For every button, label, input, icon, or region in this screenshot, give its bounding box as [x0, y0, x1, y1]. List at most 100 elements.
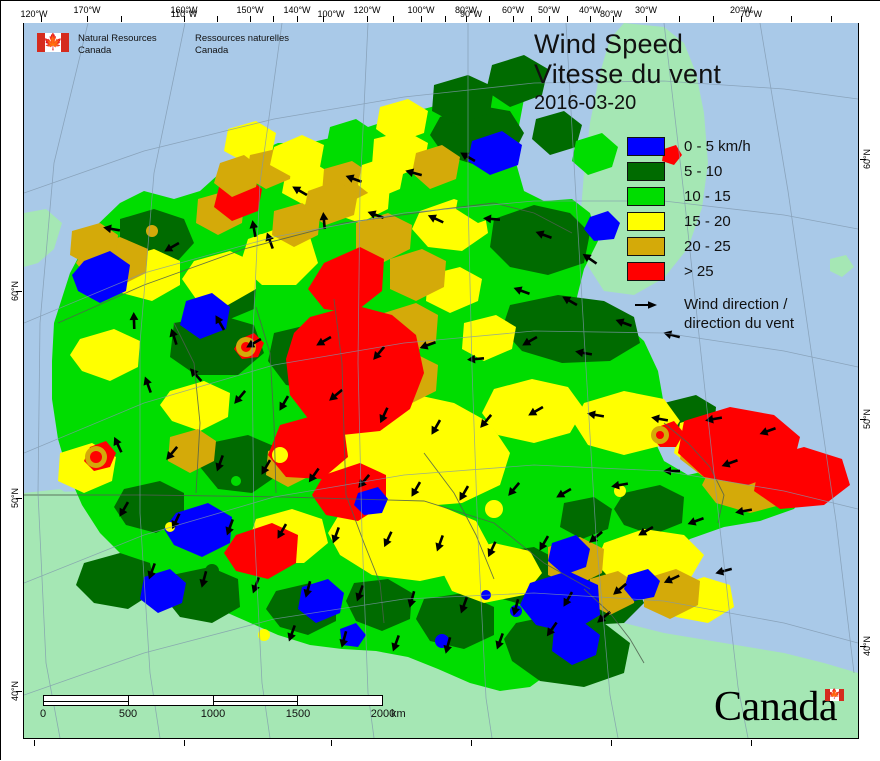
- map-title-block: Wind Speed Vitesse du vent 2016-03-20: [534, 29, 721, 116]
- wind-arrow-69: [663, 574, 680, 584]
- axis-top-tick-4: [367, 16, 368, 22]
- legend-swatch-1: [627, 162, 665, 181]
- axis-top-minor-tick-5: [393, 16, 394, 22]
- legend-label-5: > 25: [684, 263, 714, 280]
- wind-arrow-24: [329, 388, 343, 401]
- wind-arrow-62: [303, 580, 312, 598]
- axis-bottom-label-1: 110°W: [170, 9, 198, 19]
- wind-arrow-13: [246, 337, 262, 348]
- wind-arrow-3: [265, 232, 274, 249]
- axis-left-tick-2: [16, 691, 22, 692]
- wind-arrow-30: [651, 414, 669, 424]
- wind-arrow-11: [169, 328, 178, 346]
- map-canvas[interactable]: 🍁 Natural Resources Canada Ressources na…: [23, 22, 859, 739]
- scale-tick-1: 500: [118, 708, 138, 720]
- axis-top-tick-5: [421, 16, 422, 22]
- axis-right-tick-0: [860, 159, 866, 160]
- wind-arrow-52: [435, 535, 444, 552]
- axis-right: [859, 1, 880, 761]
- wind-arrow-45: [721, 459, 738, 468]
- wind-arrow-80: [345, 174, 362, 183]
- scale-bar-graphic: [43, 695, 383, 706]
- wind-arrow-46: [119, 501, 130, 517]
- axis-right-tick-1: [860, 419, 866, 420]
- wind-arrow-53: [487, 541, 497, 558]
- wind-arrow-82: [513, 286, 530, 295]
- wind-arrow-66: [511, 598, 520, 616]
- legend-label-3: 15 - 20: [684, 213, 731, 230]
- legend-direction-label: Wind direction / direction du vent: [684, 296, 795, 332]
- wind-arrow-63: [355, 585, 364, 602]
- axis-bottom-tick-2: [331, 740, 332, 746]
- wind-arrow-48: [225, 519, 234, 536]
- legend-label-1: 5 - 10: [684, 163, 723, 180]
- wind-arrow-25: [379, 407, 389, 424]
- wind-arrow-36: [261, 459, 272, 475]
- wind-arrow-41: [508, 482, 521, 496]
- wind-arrow-8: [535, 230, 552, 239]
- scale-tick-0: 0: [39, 708, 47, 720]
- axis-bottom-label-5: 70°W: [739, 9, 763, 19]
- title-french: Vitesse du vent: [534, 59, 722, 89]
- axis-top-minor-tick-7: [489, 16, 490, 22]
- axis-bottom-label-0: 120°W: [20, 9, 48, 19]
- wind-arrow-29: [587, 410, 605, 420]
- wind-arrow-56: [638, 525, 654, 536]
- wordmark-text: Canada: [714, 684, 837, 730]
- axis-left-tick-1: [16, 498, 22, 499]
- legend-label-4: 20 - 25: [684, 238, 731, 255]
- axis-top-label-10: 30°W: [634, 5, 658, 15]
- legend-row-4: 20 - 25: [627, 234, 794, 259]
- wind-arrow-78: [460, 152, 476, 163]
- wind-arrow-68: [613, 582, 627, 595]
- axis-top-tick-0: [87, 16, 88, 22]
- axis-top-minor-tick-12: [713, 16, 714, 22]
- axis-top-label-7: 60°W: [501, 5, 525, 15]
- axis-top-minor-tick-4: [323, 16, 324, 22]
- axis-top-minor-tick-9: [567, 16, 568, 22]
- wind-arrow-74: [443, 636, 452, 654]
- axis-left-tick-0: [16, 291, 22, 292]
- signature-text-fr: Ressources naturelles Canada: [195, 33, 289, 56]
- wind-arrow-33: [113, 436, 123, 453]
- axis-top-label-6: 80°W: [454, 5, 478, 15]
- axis-top-minor-tick-0: [41, 16, 42, 22]
- wind-arrow-34: [166, 446, 179, 460]
- wind-arrow-14: [316, 335, 332, 346]
- legend-wind-direction: Wind direction / direction du vent: [627, 295, 794, 333]
- wind-arrow-7: [483, 214, 501, 224]
- axis-top-minor-tick-1: [121, 16, 122, 22]
- wind-arrow-37: [308, 467, 320, 483]
- axis-top-tick-6: [466, 16, 467, 22]
- axis-bottom-tick-5: [751, 740, 752, 746]
- axis-top-tick-8: [549, 16, 550, 22]
- wind-arrow-50: [331, 527, 340, 544]
- wind-arrow-10: [129, 312, 139, 330]
- wind-arrow-39: [411, 481, 422, 497]
- wind-arrow-18: [522, 335, 538, 346]
- scale-tick-4: 2000: [370, 708, 396, 720]
- wind-arrow-40: [459, 485, 470, 501]
- scale-tick-3: 1500: [285, 708, 311, 720]
- wind-arrow-19: [575, 348, 593, 358]
- axis-top-label-0: 170°W: [73, 5, 101, 15]
- legend-swatch-4: [627, 237, 665, 256]
- wind-arrow-47: [171, 513, 181, 530]
- axis-top-minor-tick-2: [217, 16, 218, 22]
- axis-top-minor-tick-6: [445, 16, 446, 22]
- scale-bar: 0 500 1000 1500 2000 km: [39, 695, 406, 724]
- wind-arrow-84: [615, 318, 632, 327]
- wind-arrow-72: [339, 630, 348, 648]
- axis-top-tick-3: [297, 16, 298, 22]
- boundaries: [24, 202, 725, 664]
- axis-top-label-4: 120°W: [353, 5, 381, 15]
- wind-arrow-22: [234, 390, 247, 404]
- wind-arrow-49: [277, 523, 288, 539]
- axis-top-label-5: 100°W: [407, 5, 435, 15]
- maple-leaf-icon: 🍁: [828, 689, 841, 700]
- wind-arrow-57: [687, 517, 704, 526]
- axis-top-label-11: 20°W: [729, 5, 753, 15]
- legend-swatch-3: [627, 212, 665, 231]
- axis-top-tick-7: [513, 16, 514, 22]
